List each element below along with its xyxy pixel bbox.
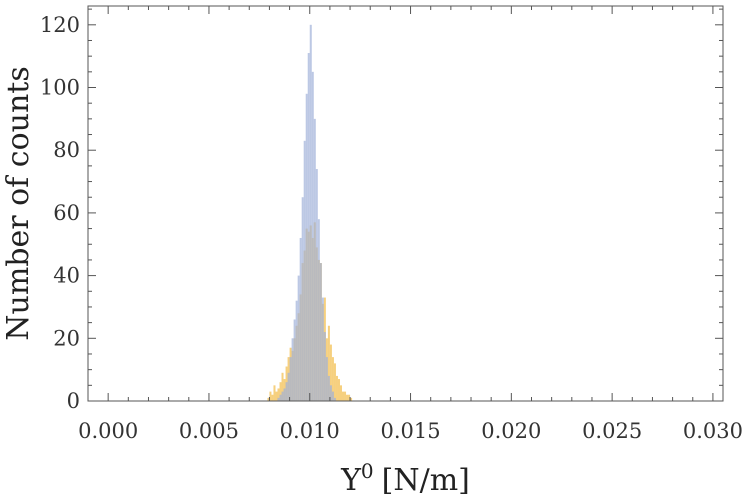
histogram-bar-series-2	[297, 275, 300, 401]
histogram-bar-series-2	[315, 169, 318, 401]
histogram-bar-series-1	[273, 385, 276, 401]
y-axis-label: Number of counts	[1, 66, 36, 341]
histogram-bar-series-1	[329, 344, 332, 401]
histogram-bar-series-1	[348, 394, 351, 401]
histogram-bar-series-2	[283, 388, 286, 401]
histogram-bar-series-2	[307, 53, 310, 402]
histogram-bar-series-1	[267, 397, 270, 401]
x-axis-symbol: Υ	[340, 463, 362, 498]
histogram-bar-series-1	[275, 391, 278, 401]
histogram-bar-series-2	[309, 24, 312, 402]
histogram-bar-series-2	[317, 219, 320, 401]
histogram-bar-series-1	[271, 394, 274, 401]
y-tick-label: 0	[67, 389, 80, 413]
bars-layer	[267, 24, 353, 402]
histogram-bar-series-1	[279, 382, 282, 401]
histogram-bar-series-1	[339, 385, 342, 401]
histogram-bar-series-2	[293, 319, 296, 401]
histogram-bar-series-1	[277, 388, 280, 401]
histogram-bar-series-2	[329, 385, 332, 401]
y-tick-label: 60	[53, 201, 80, 225]
ticks-layer: 0.000 0.005 0.010 0.015 0.020 0.025 0.030 0 20 40…	[40, 6, 743, 443]
histogram-bar-series-2	[295, 300, 298, 401]
histogram-bar-series-2	[287, 372, 290, 401]
histogram-bar-series-2	[291, 338, 294, 401]
histogram-bar-series-2	[289, 357, 292, 401]
histogram-bar-series-2	[333, 397, 336, 401]
y-tick-label: 120	[40, 13, 80, 37]
histogram-bar-series-1	[342, 391, 345, 401]
plot-frame	[87, 5, 724, 402]
histogram-bar-series-1	[335, 375, 338, 401]
histogram-bar-series-1	[327, 325, 330, 401]
histogram-bar-series-1	[344, 391, 347, 401]
histogram-bar-series-1	[346, 394, 349, 401]
histogram-bar-series-2	[281, 391, 284, 401]
histogram-bar-series-2	[279, 394, 282, 401]
histogram-bar-series-2	[327, 375, 330, 401]
x-axis-unit: [N/m]	[382, 463, 470, 498]
histogram-bar-series-2	[313, 118, 316, 402]
x-tick-label: 0.020	[481, 419, 541, 443]
histogram-bar-series-2	[325, 357, 328, 401]
x-axis-superscript: 0	[361, 459, 374, 483]
histogram-bar-series-2	[319, 263, 322, 401]
histogram-bar-series-2	[299, 237, 302, 401]
y-tick-label: 100	[40, 76, 80, 100]
histogram-bar-series-2	[323, 332, 326, 401]
histogram-bar-series-2	[285, 382, 288, 401]
histogram-bar-series-1	[331, 357, 334, 401]
histogram-bar-series-1	[337, 379, 340, 401]
histogram-bar-series-2	[305, 93, 308, 401]
histogram-bar-series-2	[311, 71, 314, 401]
histogram-bar-series-2	[277, 397, 280, 401]
histogram-bar-series-2	[301, 197, 304, 401]
y-tick-label: 40	[53, 264, 80, 288]
histogram-bar-series-1	[269, 391, 272, 401]
x-tick-label: 0.000	[78, 419, 138, 443]
x-tick-label: 0.015	[380, 419, 440, 443]
y-tick-label: 20	[53, 326, 80, 350]
histogram-bar-series-2	[331, 391, 334, 401]
histogram-bar-series-1	[350, 397, 353, 401]
x-tick-label: 0.025	[582, 419, 642, 443]
x-axis-label: Υ0 [N/m]	[340, 459, 470, 498]
histogram-bar-series-2	[321, 297, 324, 401]
histogram-bar-series-1	[333, 363, 336, 401]
x-tick-label: 0.010	[280, 419, 340, 443]
histogram-bar-series-2	[303, 140, 306, 402]
x-tick-label: 0.030	[683, 419, 743, 443]
y-tick-label: 80	[53, 138, 80, 162]
histogram-bar-series-1	[281, 372, 284, 401]
x-tick-label: 0.005	[179, 419, 239, 443]
